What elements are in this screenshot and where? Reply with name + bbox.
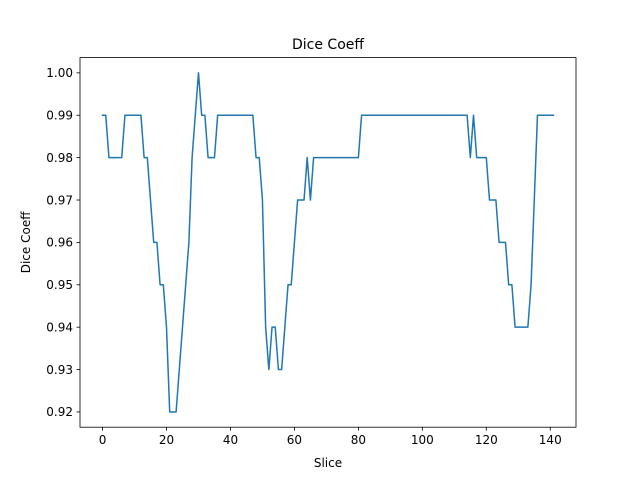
x-tick-label: 140: [539, 433, 562, 447]
y-axis-label: Dice Coeff: [19, 211, 33, 273]
x-tick-label: 0: [99, 433, 107, 447]
y-tick-label: 1.00: [46, 66, 73, 80]
y-axis: 0.92 0.93 0.94 0.95 0.96 0.97 0.98 0.99 1.00: [46, 66, 80, 419]
x-tick-label: 40: [223, 433, 238, 447]
plot-layer: [101, 72, 555, 413]
x-tick-label: 60: [287, 433, 302, 447]
y-tick-label: 0.94: [46, 320, 73, 334]
x-tick-label: 100: [411, 433, 434, 447]
x-tick-label: 120: [475, 433, 498, 447]
y-tick-label: 0.97: [46, 193, 73, 207]
x-tick-label: 20: [159, 433, 174, 447]
x-axis: 0 20 40 60 80 100 120 140: [99, 427, 562, 447]
y-tick-label: 0.95: [46, 278, 73, 292]
y-tick-label: 0.96: [46, 236, 73, 250]
x-axis-label: Slice: [314, 456, 342, 470]
y-tick-label: 0.98: [46, 151, 73, 165]
series-line-0: [101, 72, 555, 413]
y-tick-label: 0.93: [46, 363, 73, 377]
x-tick-label: 80: [351, 433, 366, 447]
y-tick-label: 0.92: [46, 405, 73, 419]
chart-title: Dice Coeff: [292, 37, 364, 53]
y-tick-label: 0.99: [46, 109, 73, 123]
